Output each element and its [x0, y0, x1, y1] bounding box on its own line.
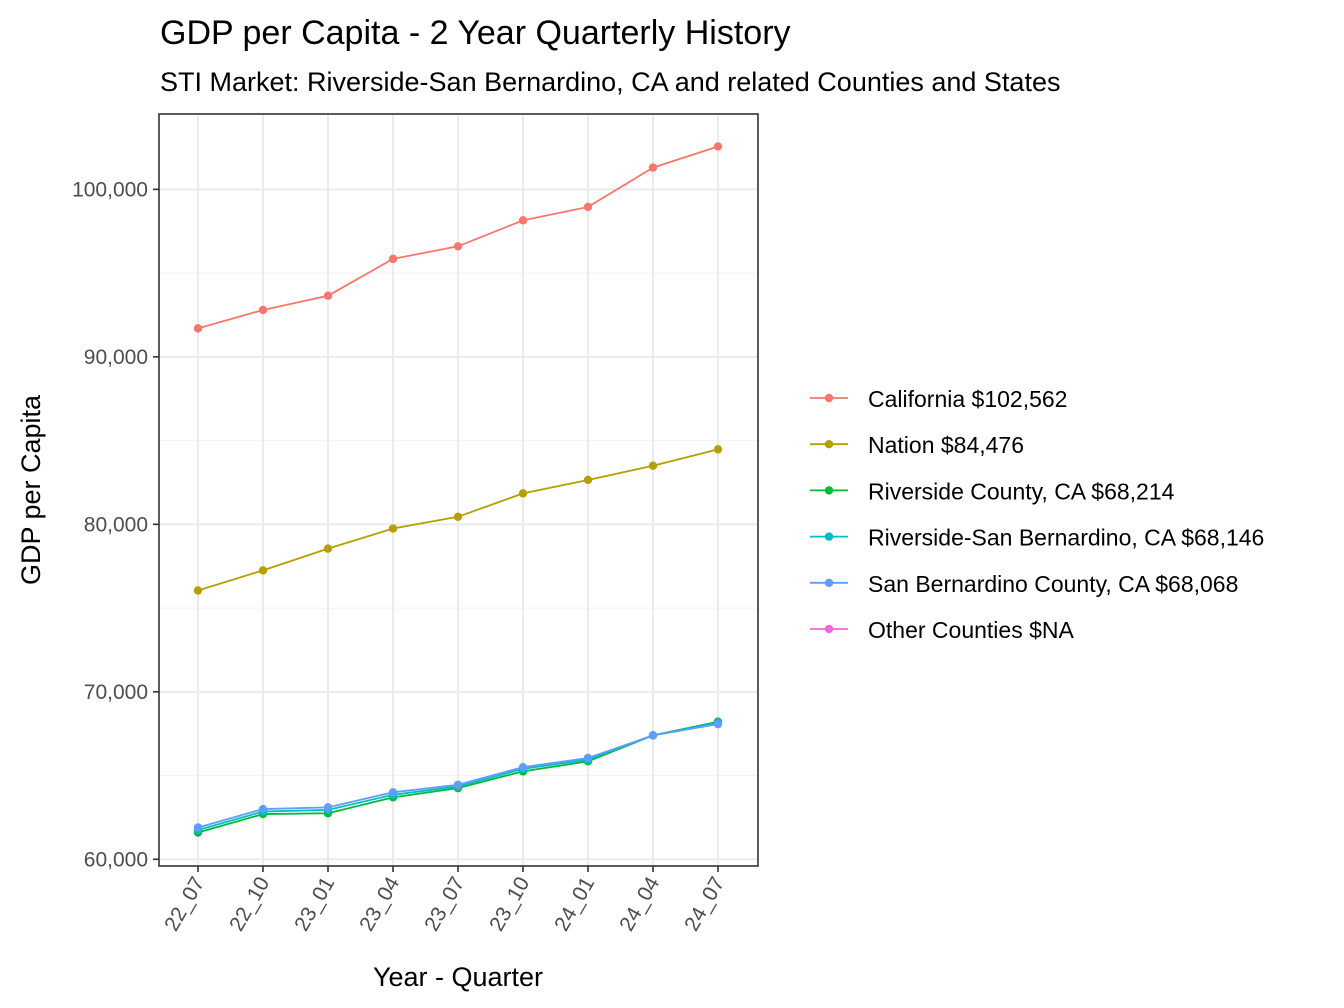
data-point	[583, 202, 593, 212]
data-point	[453, 512, 463, 521]
data-point	[323, 544, 333, 553]
data-point	[258, 305, 268, 315]
y-tick-label: 80,000	[84, 513, 148, 536]
data-point	[648, 731, 658, 740]
legend-entry-label: California $102,562	[868, 386, 1067, 412]
y-tick-label: 60,000	[84, 848, 148, 871]
data-point	[648, 461, 658, 470]
data-point	[388, 524, 398, 533]
y-axis-title: GDP per Capita	[16, 394, 46, 585]
y-tick-label: 70,000	[84, 681, 148, 704]
data-point	[258, 566, 268, 575]
legend-entry-label: Other Counties $NA	[868, 617, 1074, 643]
grid-lines	[159, 114, 758, 866]
x-tick-label: 24_01	[550, 873, 599, 935]
chart-title: GDP per Capita - 2 Year Quarterly Histor…	[160, 14, 791, 52]
x-tick-label: 23_01	[290, 873, 339, 935]
x-tick-label: 23_07	[420, 873, 469, 935]
data-point	[453, 242, 463, 251]
chart-subtitle: STI Market: Riverside-San Bernardino, CA…	[160, 67, 1060, 97]
x-tick-label: 24_04	[615, 873, 664, 935]
data-point	[518, 216, 528, 225]
x-tick-label: 22_07	[160, 873, 209, 935]
data-point	[193, 324, 203, 333]
legend-key-point	[824, 624, 834, 634]
data-point	[713, 142, 723, 151]
data-point	[323, 291, 333, 300]
legend-key-point	[824, 440, 834, 449]
data-point	[713, 719, 723, 729]
data-point	[453, 780, 463, 789]
axes: 60,000 70,000 80,000 90,000 100,000 22_07 22_1…	[72, 178, 729, 935]
data-point	[388, 788, 398, 797]
legend-key-point	[824, 393, 834, 403]
data-point	[518, 762, 528, 772]
legend-key-point	[824, 486, 834, 495]
x-tick-label: 24_07	[680, 873, 729, 935]
legend: California $102,562 Nation $84,476 Riversi…	[810, 386, 1264, 643]
data-point	[323, 803, 333, 812]
series-lines	[193, 142, 723, 837]
data-point	[583, 475, 593, 485]
data-point	[713, 445, 723, 454]
data-point	[193, 823, 203, 832]
data-point	[648, 163, 658, 172]
legend-entry-label: Riverside County, CA $68,214	[868, 478, 1175, 504]
data-point	[388, 254, 398, 264]
y-tick-label: 100,000	[72, 178, 148, 201]
y-tick-label: 90,000	[84, 346, 148, 369]
data-point	[193, 586, 203, 595]
data-point	[258, 804, 268, 814]
legend-entry-label: San Bernardino County, CA $68,068	[868, 571, 1238, 597]
x-tick-label: 23_10	[485, 873, 534, 935]
legend-key-point	[824, 578, 834, 587]
data-point	[583, 753, 593, 763]
x-tick-label: 22_10	[225, 873, 274, 935]
legend-entry-label: Riverside-San Bernardino, CA $68,146	[868, 525, 1264, 551]
legend-key-point	[824, 532, 834, 541]
data-point	[518, 489, 528, 498]
x-tick-label: 23_04	[355, 873, 404, 935]
legend-entry-label: Nation $84,476	[868, 432, 1024, 458]
x-axis-title: Year - Quarter	[373, 962, 543, 992]
